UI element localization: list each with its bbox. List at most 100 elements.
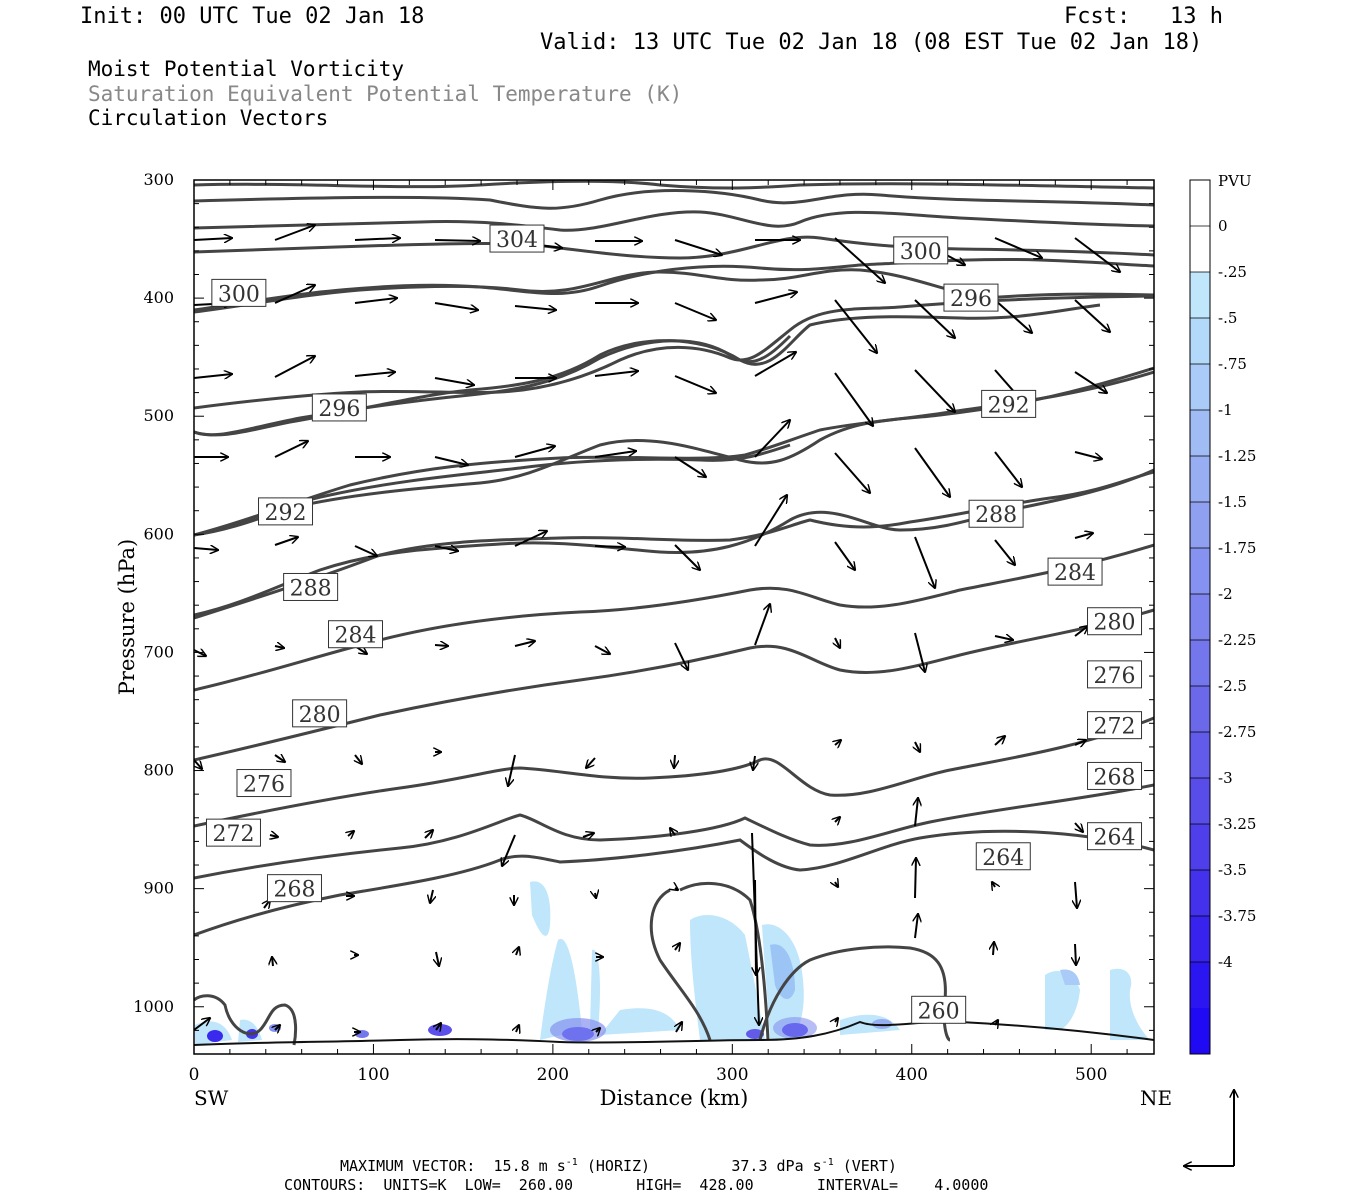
colorbar-label: -2: [1218, 585, 1233, 603]
contour-label-284: 284: [327, 620, 383, 649]
contour-label-box: [236, 769, 292, 798]
contour-label-text: 288: [290, 576, 332, 601]
contour-label-300: 300: [893, 236, 949, 265]
contour-label-box: [911, 995, 967, 1024]
colorbar-label: -2.5: [1218, 677, 1247, 695]
contour-label-264: 264: [975, 842, 1031, 871]
contour-label-text: 284: [1054, 561, 1096, 586]
x-axis-tick-labels: 0 100 200 300 400 500: [189, 1065, 1108, 1085]
colorbar-segment: [1190, 916, 1210, 963]
contour-label-box: [205, 818, 261, 847]
colorbar-segment: [1190, 686, 1210, 733]
init-time: Init: 00 UTC Tue 02 Jan 18: [80, 4, 425, 29]
colorbar-label: -.5: [1218, 309, 1237, 327]
colorbar-label: -.25: [1218, 263, 1247, 281]
colorbar-segment: [1190, 962, 1210, 1009]
contour-label-280: 280: [1087, 607, 1143, 636]
x-axis-label: Distance (km): [600, 1086, 749, 1110]
contour-label-text: 300: [900, 240, 942, 265]
theta-es-contours: [194, 180, 1154, 1046]
contour-label-box: [1087, 607, 1143, 636]
contour-label-276: 276: [1087, 660, 1143, 689]
colorbar-label: -3.75: [1218, 907, 1256, 925]
contour-label-text: 280: [299, 703, 341, 728]
contour-label-text: 304: [496, 228, 538, 253]
colorbar-segment: [1190, 318, 1210, 365]
colorbar-segment: [1190, 548, 1210, 595]
contour-label-288: 288: [283, 572, 339, 601]
contour-label-text: 276: [243, 773, 285, 798]
contour-label-text: 300: [218, 282, 260, 307]
contour-label-260: 260: [911, 995, 967, 1024]
endpoint-ne: NE: [1140, 1086, 1172, 1110]
y-tick-label: 900: [143, 879, 174, 898]
colorbar-frame: [1189, 179, 1211, 1055]
colorbar-segment: [1190, 410, 1210, 457]
contour-label-box: [1047, 557, 1103, 586]
field-title-vectors: Circulation Vectors: [88, 106, 329, 130]
plot-frame: [193, 179, 1155, 1055]
contour-label-box: [1087, 711, 1143, 740]
colorbar-segment: [1190, 732, 1210, 779]
colorbar-label: -3: [1218, 769, 1233, 787]
colorbar-segment: [1190, 870, 1210, 917]
contour-label-box: [283, 572, 339, 601]
y-tick-label: 300: [143, 170, 174, 189]
contour-label-296: 296: [311, 393, 367, 422]
contour-label-box: [943, 283, 999, 312]
contour-label-box: [893, 236, 949, 265]
contour-label-280: 280: [292, 699, 348, 728]
contour-label-268: 268: [266, 874, 322, 903]
contour-label-box: [1087, 761, 1143, 790]
colorbar-labels: 0 -.25 -.5 -.75 -1 -1.25 -1.5 -1.75 -2 -2.25 -2.5 -…: [1190, 217, 1256, 971]
field-title-mpv: Moist Potential Vorticity: [88, 57, 405, 81]
colorbar-label: -3.5: [1218, 861, 1247, 879]
contour-label-box: [1087, 660, 1143, 689]
colorbar-segment: [1190, 594, 1210, 641]
contour-label-text: 292: [265, 501, 307, 526]
axis-ticks: [193, 179, 1154, 1055]
contour-label-text: 296: [950, 287, 992, 312]
colorbar-segment: [1190, 824, 1210, 871]
x-tick-label: 200: [537, 1065, 569, 1085]
x-tick-label: 300: [716, 1065, 748, 1085]
contour-label-300: 300: [211, 278, 267, 307]
contour-label-box: [311, 393, 367, 422]
colorbar-label: -.75: [1218, 355, 1247, 373]
contour-label-box: [327, 620, 383, 649]
contour-label-box: [968, 499, 1024, 528]
colorbar-units: PVU: [1218, 172, 1252, 190]
colorbar-label: -3.25: [1218, 815, 1256, 833]
contour-label-text: 292: [988, 393, 1030, 418]
colorbar-label: 0: [1218, 217, 1228, 235]
reference-vector: [1184, 1090, 1234, 1166]
colorbar-segment: [1190, 1008, 1210, 1055]
contour-label-268: 268: [1087, 761, 1143, 790]
contour-label-box: [266, 874, 322, 903]
contour-label-text: 272: [212, 822, 254, 847]
colorbar-label: -2.25: [1218, 631, 1256, 649]
contour-label-292: 292: [981, 389, 1037, 418]
x-tick-label: 500: [1075, 1065, 1107, 1085]
contour-label-box: [1087, 822, 1143, 851]
contour-label-box: [258, 497, 314, 526]
pv-shading: [195, 881, 1150, 1045]
contour-label-276: 276: [236, 769, 292, 798]
contour-label-text: 276: [1094, 664, 1136, 689]
y-tick-label: 1000: [133, 997, 174, 1016]
colorbar-segment: [1190, 364, 1210, 411]
contour-label-288: 288: [968, 499, 1024, 528]
colorbar-segment: [1190, 778, 1210, 825]
colorbar-label: -1.25: [1218, 447, 1256, 465]
contour-label-text: 264: [1094, 826, 1136, 851]
contour-label-box: [211, 278, 267, 307]
y-tick-label: 400: [143, 288, 174, 307]
contour-label-text: 272: [1094, 715, 1136, 740]
colorbar-segment: [1190, 226, 1210, 273]
y-tick-label: 800: [143, 761, 174, 780]
contour-label-text: 268: [1094, 765, 1136, 790]
colorbar-label: -1.75: [1218, 539, 1256, 557]
colorbar-label: -2.75: [1218, 723, 1256, 741]
contour-label-272: 272: [1087, 711, 1143, 740]
